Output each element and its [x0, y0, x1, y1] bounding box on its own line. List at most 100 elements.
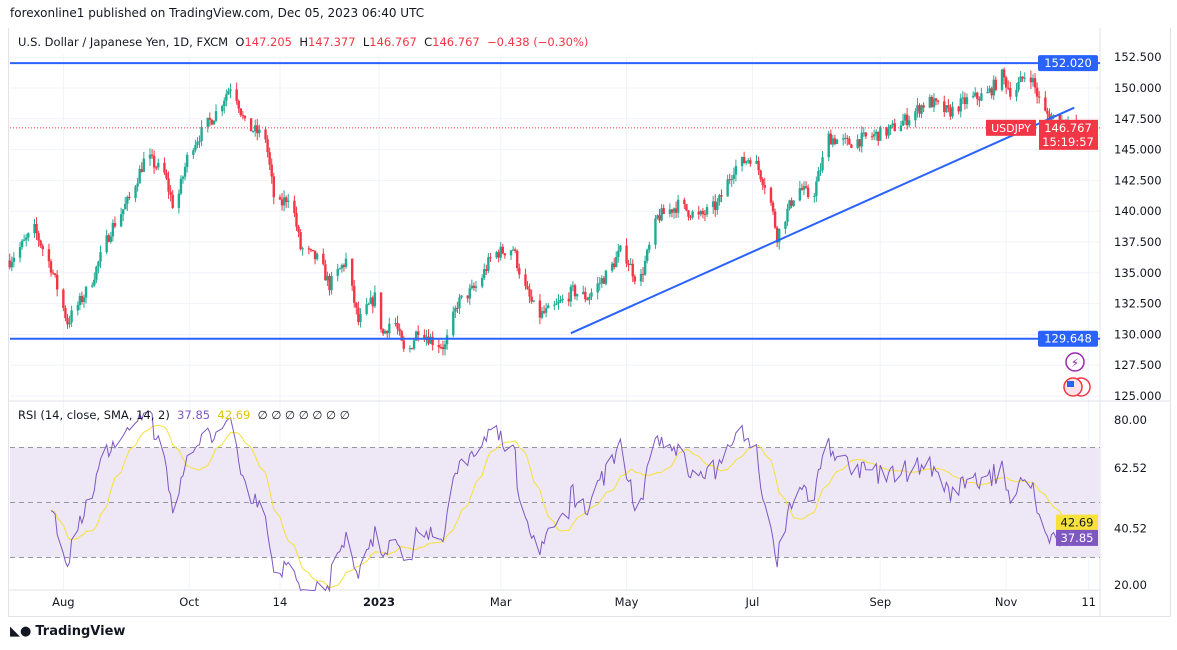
symbol-name[interactable]: U.S. Dollar / Japanese Yen, 1D, FXCM	[18, 35, 229, 49]
candle-body	[932, 98, 936, 108]
time-tick-label: 11	[1081, 595, 1096, 609]
candle-body	[47, 249, 51, 262]
candle-body	[806, 187, 810, 197]
candle-body	[495, 252, 498, 258]
candle-body	[934, 98, 938, 101]
candle-body	[732, 174, 736, 180]
logo-text: TradingView	[35, 624, 126, 639]
candle-body	[198, 141, 201, 143]
candle-body	[584, 291, 587, 300]
price-tick-label: 152.500	[1114, 50, 1162, 64]
candle-body	[200, 126, 203, 142]
candle-body	[497, 252, 500, 258]
candle-body	[918, 105, 921, 114]
candle-body	[526, 286, 529, 289]
candle-body	[1009, 87, 1012, 97]
candle-body	[91, 285, 94, 287]
candle-body	[400, 331, 403, 341]
rsi-label[interactable]: RSI (14, close, SMA, 14, 2)	[18, 408, 170, 422]
candle-body	[705, 207, 709, 215]
candle-body	[792, 200, 795, 206]
candle-body	[336, 269, 339, 276]
candle-body	[862, 132, 866, 134]
candle-body	[961, 97, 965, 99]
candle-body	[35, 223, 38, 234]
candle-body	[687, 210, 690, 217]
publish-info: forexonline1 published on TradingView.co…	[10, 6, 425, 20]
candle-body	[454, 307, 457, 312]
candle-body	[66, 318, 69, 325]
candle-body	[313, 250, 317, 260]
candle-body	[33, 223, 36, 234]
candle-body	[674, 208, 678, 213]
candle-body	[841, 138, 845, 140]
candle-body	[474, 286, 478, 288]
candle-body	[833, 138, 837, 145]
candle-body	[891, 123, 894, 126]
tradingview-logo[interactable]: ◣● TradingView	[10, 624, 125, 639]
rsi-line	[50, 410, 1077, 593]
time-tick-label: Oct	[179, 595, 199, 609]
candle-body	[831, 138, 835, 145]
candle-body	[1044, 97, 1047, 111]
level-price-badge	[1038, 330, 1098, 347]
candle-body	[429, 336, 432, 344]
candle-body	[786, 208, 789, 222]
candle-body	[357, 307, 360, 323]
symbol-legend: U.S. Dollar / Japanese Yen, 1D, FXCM O14…	[18, 35, 588, 49]
candle-body	[223, 100, 226, 107]
candle-body	[359, 314, 362, 323]
candle-body	[798, 188, 802, 201]
candle-body	[557, 301, 560, 304]
candle-body	[730, 179, 733, 181]
candle-body	[813, 195, 816, 197]
candle-body	[181, 176, 185, 179]
candle-body	[617, 250, 620, 258]
candle-body	[773, 211, 777, 228]
candle-body	[402, 340, 405, 349]
candle-body	[590, 292, 593, 297]
candle-body	[295, 213, 298, 227]
candle-body	[656, 215, 659, 219]
candle-body	[472, 285, 476, 288]
candle-body	[976, 92, 979, 99]
candle-body	[208, 117, 212, 120]
candle-body	[93, 279, 96, 286]
rsi-badge-label: 37.85	[1061, 531, 1094, 545]
candle-body	[701, 211, 705, 214]
candle-body	[759, 170, 762, 180]
candle-body	[761, 179, 764, 186]
candle-body	[905, 114, 909, 126]
candle-body	[600, 278, 604, 284]
candle-body	[720, 195, 723, 197]
candle-body	[437, 344, 441, 348]
candle-body	[872, 134, 876, 137]
candle-body	[877, 131, 880, 141]
last-price-badge	[1039, 119, 1098, 150]
time-tick-label: 2023	[363, 595, 395, 609]
candle-body	[489, 257, 492, 259]
candle-body	[487, 257, 490, 271]
candle-body	[105, 235, 108, 253]
candle-body	[596, 283, 599, 293]
candle-body	[427, 336, 430, 344]
candle-body	[350, 258, 354, 286]
candle-body	[546, 305, 550, 309]
candle-body	[1000, 69, 1004, 90]
time-tick-label: Mar	[490, 595, 512, 609]
candle-body	[788, 200, 791, 209]
candle-body	[371, 297, 375, 307]
candle-body	[742, 156, 746, 164]
candle-body	[569, 286, 573, 302]
candle-body	[511, 249, 515, 251]
candle-body	[802, 186, 806, 190]
candle-body	[379, 292, 383, 330]
candle-body	[992, 79, 995, 96]
candle-body	[1033, 78, 1037, 88]
time-tick-label: Sep	[869, 595, 891, 609]
candle-body	[445, 335, 449, 345]
candle-body	[214, 111, 218, 121]
candle-body	[99, 252, 102, 262]
candle-body	[10, 261, 13, 268]
